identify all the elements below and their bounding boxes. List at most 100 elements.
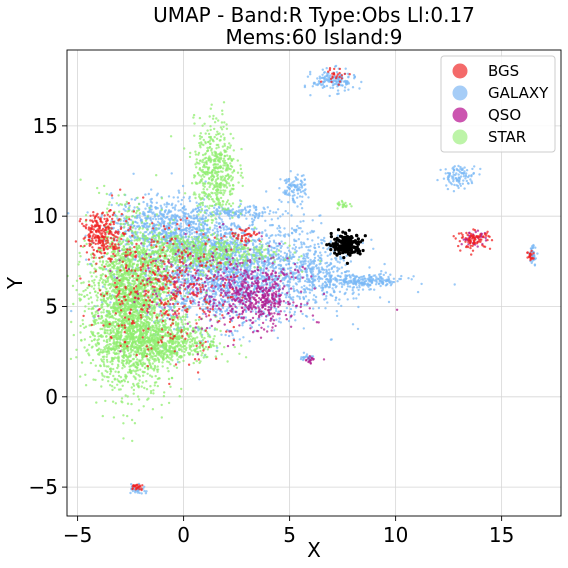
data-point [83, 310, 87, 313]
data-point [357, 305, 360, 309]
data-point [325, 261, 329, 264]
data-point [96, 304, 99, 308]
data-point [343, 270, 347, 274]
data-point [202, 224, 205, 228]
data-point [229, 209, 232, 212]
data-point [167, 401, 171, 405]
data-point [222, 210, 226, 213]
data-point [361, 275, 364, 278]
data-point [288, 267, 292, 270]
data-point [108, 201, 111, 204]
data-point [179, 294, 183, 298]
data-point [261, 214, 264, 218]
data-point [304, 295, 308, 298]
data-point [332, 270, 335, 273]
data-point [335, 277, 338, 281]
data-point [369, 283, 372, 287]
data-point [288, 187, 291, 191]
data-point [244, 209, 248, 212]
data-point [108, 282, 112, 286]
data-point [260, 260, 263, 263]
data-point [316, 273, 319, 276]
data-point [303, 259, 306, 263]
data-point [288, 311, 292, 314]
data-point [207, 283, 210, 286]
data-point [300, 286, 303, 289]
data-point [268, 240, 272, 243]
data-point [248, 224, 251, 227]
data-point [274, 266, 277, 270]
data-point [104, 283, 107, 286]
data-point [149, 385, 152, 388]
data-point [374, 283, 378, 286]
data-point [300, 356, 303, 359]
data-point [317, 306, 321, 310]
data-point [179, 203, 183, 206]
data-point [275, 307, 278, 311]
data-point [457, 173, 460, 176]
data-point [311, 85, 314, 88]
data-point [171, 202, 174, 205]
data-point [137, 398, 141, 401]
data-point [304, 279, 307, 283]
data-point [372, 247, 375, 250]
data-point [75, 279, 79, 282]
data-point [192, 222, 195, 225]
chart-title-line1: UMAP - Band:R Type:Obs Ll:0.17 [153, 3, 475, 27]
data-point [205, 209, 208, 212]
data-point [322, 81, 325, 84]
data-point [114, 370, 117, 373]
data-point [530, 247, 533, 250]
data-point [144, 193, 147, 196]
data-point [194, 222, 198, 226]
data-point [287, 183, 291, 187]
data-point [325, 291, 329, 294]
data-point [138, 216, 141, 219]
data-point [275, 245, 278, 248]
data-point [75, 288, 78, 292]
data-point [270, 218, 273, 221]
data-point [220, 218, 223, 221]
data-point [228, 314, 232, 318]
data-point [265, 233, 268, 236]
data-point [258, 277, 262, 280]
data-point [152, 211, 155, 214]
data-point [120, 397, 124, 400]
data-point [352, 297, 355, 300]
data-point [290, 189, 293, 193]
data-point [126, 402, 130, 405]
data-point [138, 379, 141, 382]
data-point [292, 287, 295, 291]
data-point [288, 192, 291, 195]
data-point [533, 264, 537, 267]
data-point [245, 217, 248, 220]
data-point [193, 231, 196, 234]
data-point [324, 250, 327, 254]
data-point [287, 285, 290, 288]
data-point [303, 284, 306, 288]
data-point [296, 205, 299, 208]
data-point [177, 189, 180, 192]
data-point [277, 253, 280, 256]
data-point [321, 68, 324, 71]
data-point [133, 206, 136, 209]
data-point [312, 318, 315, 321]
data-point [240, 208, 243, 212]
data-point [205, 224, 209, 227]
data-point [112, 416, 116, 419]
data-point [317, 242, 320, 246]
data-point [335, 71, 339, 74]
data-point [291, 247, 294, 250]
data-point [182, 236, 185, 239]
data-point [278, 263, 281, 266]
data-point [345, 277, 348, 280]
data-point [247, 210, 250, 214]
data-point [278, 226, 282, 229]
data-point [221, 220, 224, 224]
data-point [110, 192, 113, 195]
data-point [95, 401, 98, 404]
data-point [303, 178, 306, 181]
data-point [279, 321, 282, 324]
data-point [254, 216, 257, 219]
data-point [136, 225, 139, 228]
